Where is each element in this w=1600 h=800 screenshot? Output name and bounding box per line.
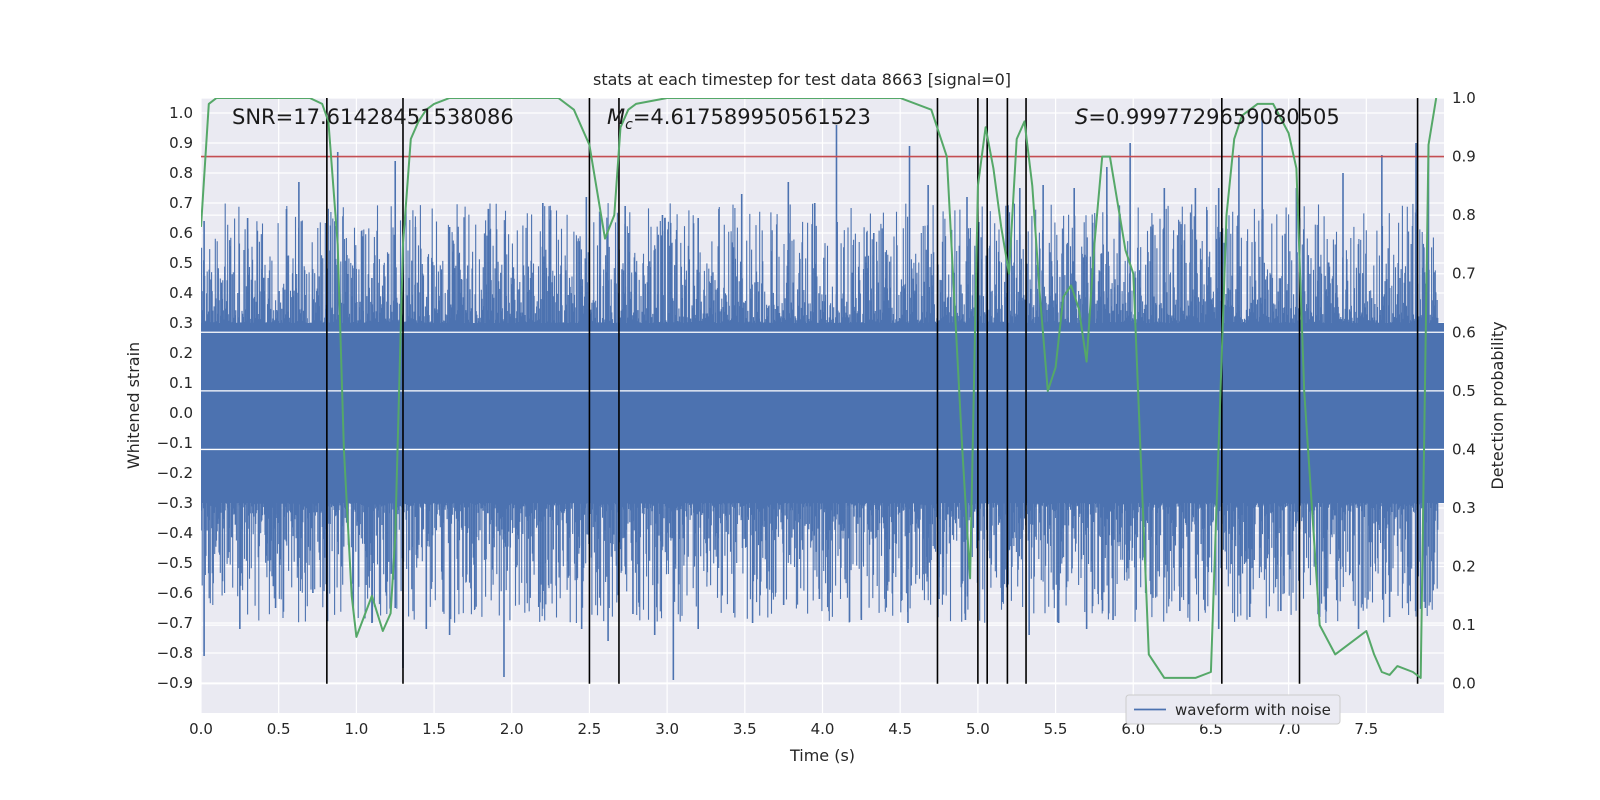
y2-tick-label: 0.5 bbox=[1452, 382, 1476, 400]
y-axis-label: Whitened strain bbox=[124, 342, 143, 469]
y-tick-label: 0.7 bbox=[169, 194, 193, 212]
legend-label: waveform with noise bbox=[1175, 701, 1331, 719]
legend-box bbox=[1125, 694, 1341, 725]
y2-tick-label: 0.6 bbox=[1452, 323, 1476, 341]
x-tick-label: 4.0 bbox=[811, 720, 835, 738]
x-tick-label: 7.5 bbox=[1354, 720, 1378, 738]
x-tick-label: 0.5 bbox=[267, 720, 291, 738]
x-tick-label: 2.5 bbox=[578, 720, 602, 738]
y2-tick-label: 0.7 bbox=[1452, 265, 1476, 283]
y-tick-label: 0.3 bbox=[169, 314, 193, 332]
y-tick-label: 0.8 bbox=[169, 164, 193, 182]
chart-title: stats at each timestep for test data 866… bbox=[593, 70, 1011, 89]
s-value: =0.9997729659080505 bbox=[1088, 105, 1339, 129]
y2-tick-label: 0.4 bbox=[1452, 440, 1476, 458]
y-tick-label: 1.0 bbox=[169, 104, 193, 122]
y-tick-label: −0.8 bbox=[157, 644, 193, 662]
mc-subscript: c bbox=[625, 117, 633, 133]
s-annotation: S=0.9997729659080505 bbox=[1075, 105, 1340, 129]
x-tick-label: 2.0 bbox=[500, 720, 524, 738]
legend: waveform with noise bbox=[1125, 694, 1341, 725]
chirp-mass-annotation: Mc=4.617589950561523 bbox=[607, 105, 871, 133]
x-tick-label: 0.0 bbox=[189, 720, 213, 738]
y-tick-label: 0.4 bbox=[169, 284, 193, 302]
mc-value: =4.617589950561523 bbox=[633, 105, 871, 129]
y2-tick-label: 1.0 bbox=[1452, 89, 1476, 107]
y-tick-label: −0.1 bbox=[157, 434, 193, 452]
x-tick-label: 5.5 bbox=[1044, 720, 1068, 738]
y-tick-label: −0.5 bbox=[157, 554, 193, 572]
y2-tick-label: 0.9 bbox=[1452, 148, 1476, 166]
y2-tick-label: 0.2 bbox=[1452, 558, 1476, 576]
y-tick-label: −0.3 bbox=[157, 494, 193, 512]
tick-labels: 0.0 0.5 1.0 1.5 2.0 2.5 3.0 3.5 4.0 4.5 5.0 5.5 6.0 6… bbox=[157, 89, 1476, 738]
x-tick-label: 1.0 bbox=[344, 720, 368, 738]
data-layer bbox=[201, 98, 1444, 684]
y-tick-label: 0.9 bbox=[169, 134, 193, 152]
x-axis-label: Time (s) bbox=[789, 746, 855, 765]
x-tick-label: 3.0 bbox=[655, 720, 679, 738]
x-tick-label: 5.0 bbox=[966, 720, 990, 738]
x-tick-label: 4.5 bbox=[888, 720, 912, 738]
detection-probability-line bbox=[201, 98, 1438, 679]
y-tick-label: 0.6 bbox=[169, 224, 193, 242]
x-tick-label: 1.5 bbox=[422, 720, 446, 738]
snr-annotation: SNR=17.61428451538086 bbox=[232, 105, 514, 129]
x-tick-label: 3.5 bbox=[733, 720, 757, 738]
y2-tick-label: 0.1 bbox=[1452, 616, 1476, 634]
s-symbol: S bbox=[1075, 105, 1088, 129]
y-tick-label: 0.2 bbox=[169, 344, 193, 362]
y-tick-label: −0.4 bbox=[157, 524, 193, 542]
y-tick-label: −0.2 bbox=[157, 464, 193, 482]
y-tick-label: −0.7 bbox=[157, 614, 193, 632]
y-tick-label: 0.1 bbox=[169, 374, 193, 392]
y2-axis-label: Detection probability bbox=[1488, 321, 1507, 489]
y2-tick-label: 0.3 bbox=[1452, 499, 1476, 517]
y-tick-label: 0.0 bbox=[169, 404, 193, 422]
mc-symbol: M bbox=[607, 105, 625, 129]
y2-tick-label: 0.0 bbox=[1452, 675, 1476, 693]
y2-tick-label: 0.8 bbox=[1452, 206, 1476, 224]
y-tick-label: −0.6 bbox=[157, 584, 193, 602]
y-tick-label: −0.9 bbox=[157, 674, 193, 692]
y-tick-label: 0.5 bbox=[169, 254, 193, 272]
